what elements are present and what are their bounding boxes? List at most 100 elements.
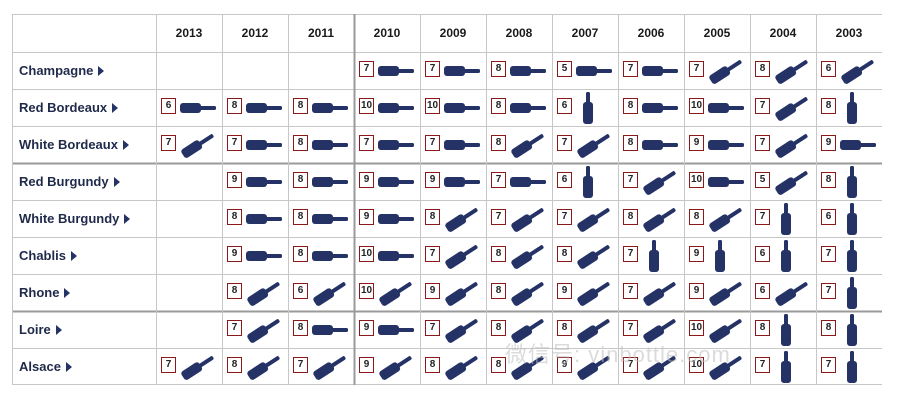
bottle-tilted-icon <box>313 282 346 306</box>
region-link-red-burgundy[interactable]: Red Burgundy <box>12 163 156 200</box>
score-badge: 7 <box>755 209 770 225</box>
vintage-cell: 7 <box>816 348 882 385</box>
vintage-cell: 7 <box>486 163 552 200</box>
bottle-lying-icon <box>510 103 546 113</box>
vintage-cell: 10 <box>684 163 750 200</box>
score-badge: 8 <box>623 135 638 151</box>
score-badge: 7 <box>689 61 704 77</box>
bottle-upright-icon <box>583 92 593 124</box>
vintage-cell: 7 <box>222 126 288 163</box>
score-badge: 8 <box>755 320 770 336</box>
bottle-tilted-icon <box>841 60 874 84</box>
region-link-alsace[interactable]: Alsace <box>12 348 156 385</box>
region-label: Rhone <box>19 285 60 300</box>
bottle-lying-icon <box>642 103 678 113</box>
region-link-white-bordeaux[interactable]: White Bordeaux <box>12 126 156 163</box>
region-link-chablis[interactable]: Chablis <box>12 237 156 274</box>
vintage-cell: 9 <box>420 274 486 311</box>
score-badge: 6 <box>821 61 836 77</box>
region-label: Red Bordeaux <box>19 100 108 115</box>
bottle-tilted-icon <box>511 208 544 232</box>
bottle-tilted-icon <box>445 319 478 343</box>
vintage-cell: 7 <box>618 274 684 311</box>
bottle-upright-icon <box>715 240 725 272</box>
bottle-upright-icon <box>847 314 857 346</box>
bottle-upright-icon <box>781 203 791 235</box>
vintage-cell: 8 <box>486 274 552 311</box>
region-link-rhone[interactable]: Rhone <box>12 274 156 311</box>
column-header-2007: 2007 <box>571 26 599 40</box>
vintage-cell: 8 <box>288 311 354 348</box>
vintage-cell: 7 <box>354 126 420 163</box>
bottle-lying-icon <box>378 325 414 335</box>
bottle-tilted-icon <box>247 282 280 306</box>
vintage-cell: 9 <box>354 163 420 200</box>
bottle-tilted-icon <box>577 356 610 380</box>
region-link-champagne[interactable]: Champagne <box>12 52 156 89</box>
score-badge: 7 <box>821 283 836 299</box>
bottle-tilted-icon <box>775 282 808 306</box>
score-badge: 9 <box>359 320 374 336</box>
score-badge: 9 <box>359 172 374 188</box>
play-arrow-icon <box>98 65 105 76</box>
score-badge: 8 <box>227 98 242 114</box>
column-header-2009: 2009 <box>439 26 467 40</box>
bottle-tilted-icon <box>643 356 676 380</box>
score-badge: 5 <box>755 172 770 188</box>
vintage-cell: 7 <box>420 237 486 274</box>
score-badge: 9 <box>425 172 440 188</box>
vintage-cell: 10 <box>354 274 420 311</box>
vintage-cell: 7 <box>420 52 486 89</box>
vintage-cell: 8 <box>222 274 288 311</box>
bottle-tilted-icon <box>511 282 544 306</box>
score-badge: 8 <box>821 172 836 188</box>
vintage-cell: 8 <box>552 237 618 274</box>
bottle-lying-icon <box>510 66 546 76</box>
bottle-tilted-icon <box>709 60 742 84</box>
region-label: Red Burgundy <box>19 174 109 189</box>
vintage-cell: 7 <box>420 126 486 163</box>
play-arrow-icon <box>55 324 62 335</box>
vintage-cell: 10 <box>354 89 420 126</box>
score-badge: 7 <box>359 135 374 151</box>
bottle-tilted-icon <box>379 282 412 306</box>
vintage-cell: 9 <box>354 348 420 385</box>
bottle-lying-icon <box>378 214 414 224</box>
bottle-tilted-icon <box>643 319 676 343</box>
vintage-cell: 9 <box>354 200 420 237</box>
vintage-cell: 10 <box>420 89 486 126</box>
bottle-lying-icon <box>444 66 480 76</box>
bottle-upright-icon <box>781 351 791 383</box>
score-badge: 7 <box>821 246 836 262</box>
score-badge: 9 <box>359 209 374 225</box>
score-badge: 9 <box>557 283 572 299</box>
bottle-tilted-icon <box>445 356 478 380</box>
bottle-lying-icon <box>378 177 414 187</box>
region-link-loire[interactable]: Loire <box>12 311 156 348</box>
watermark: 微信号: vinbottle.com <box>505 342 731 367</box>
vintage-cell: 8 <box>222 89 288 126</box>
region-link-white-burgundy[interactable]: White Burgundy <box>12 200 156 237</box>
bottle-tilted-icon <box>511 356 544 380</box>
vintage-cell: 10 <box>684 348 750 385</box>
vintage-cell: 6 <box>816 200 882 237</box>
bottle-lying-icon <box>378 140 414 150</box>
vintage-cell: 8 <box>288 89 354 126</box>
region-link-red-bordeaux[interactable]: Red Bordeaux <box>12 89 156 126</box>
bottle-tilted-icon <box>577 208 610 232</box>
score-badge: 10 <box>359 246 374 262</box>
bottle-tilted-icon <box>181 134 214 158</box>
region-label: White Bordeaux <box>19 137 118 152</box>
bottle-lying-icon <box>312 177 348 187</box>
score-badge: 8 <box>821 320 836 336</box>
vintage-cell: 8 <box>420 348 486 385</box>
score-badge: 7 <box>491 172 506 188</box>
vintage-cell: 9 <box>684 274 750 311</box>
score-badge: 7 <box>623 61 638 77</box>
vintage-cell: 8 <box>486 311 552 348</box>
score-badge: 8 <box>491 320 506 336</box>
vintage-cell: 7 <box>354 52 420 89</box>
vintage-cell: 8 <box>684 200 750 237</box>
score-badge: 8 <box>491 98 506 114</box>
score-badge: 8 <box>557 246 572 262</box>
